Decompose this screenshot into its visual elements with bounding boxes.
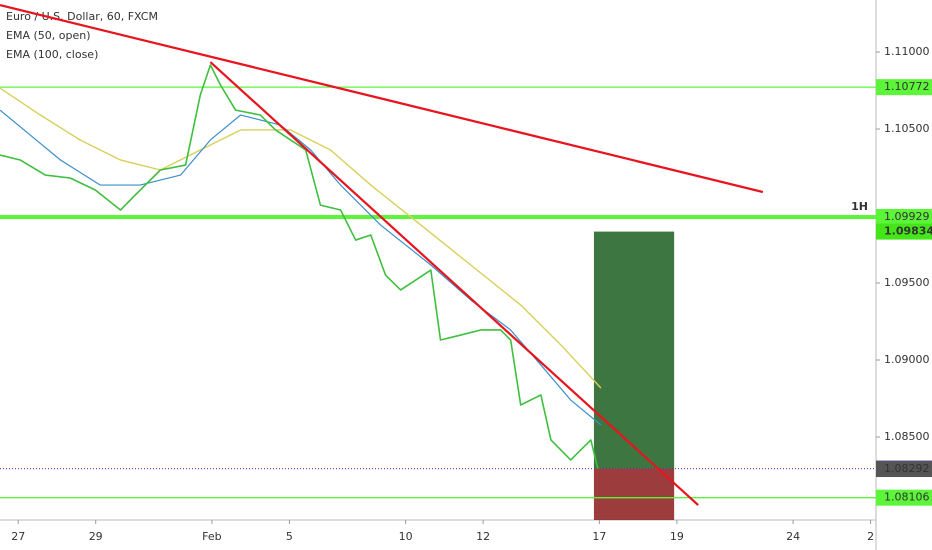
level-label: 1.08292 — [884, 462, 930, 475]
series-line — [0, 109, 602, 426]
y-tick-label: 1.08500 — [884, 430, 930, 443]
y-tick-label: 1.09500 — [884, 276, 930, 289]
stop-zone — [593, 468, 675, 520]
level-label-box — [876, 208, 932, 225]
annotation: 1H — [851, 200, 868, 213]
x-tick-label: 27 — [11, 530, 25, 543]
indicator-label: EMA (50, open) — [6, 29, 91, 42]
level-label: 1.09929 — [884, 210, 930, 223]
x-tick-label: 24 — [786, 530, 800, 543]
level-label-box — [876, 489, 932, 506]
target-zone — [593, 231, 675, 469]
x-tick-label: 29 — [89, 530, 103, 543]
x-tick-label: 17 — [592, 530, 606, 543]
series-line — [0, 87, 602, 389]
trend-line — [209, 61, 699, 506]
level-label: 1.08106 — [884, 491, 930, 504]
level-label: 1.10772 — [884, 80, 930, 93]
x-tick-label: 2 — [867, 530, 874, 543]
y-tick-label: 1.09000 — [884, 353, 930, 366]
series-line — [0, 64, 599, 469]
y-tick-label: 1.11000 — [884, 45, 930, 58]
level-label-box — [876, 79, 932, 96]
x-tick-label: Feb — [202, 530, 221, 543]
level-label-box — [876, 461, 932, 478]
x-tick-label: 12 — [476, 530, 490, 543]
trend-line — [0, 4, 764, 194]
level-label: 1.09834 — [884, 225, 932, 238]
x-tick-label: 5 — [286, 530, 293, 543]
chart-title: Euro / U.S. Dollar, 60, FXCM — [6, 10, 158, 23]
y-tick-label: 1.10500 — [884, 122, 930, 135]
level-label-box — [876, 223, 932, 240]
x-tick-label: 19 — [670, 530, 684, 543]
x-tick-label: 10 — [399, 530, 413, 543]
indicator-label: EMA (100, close) — [6, 48, 98, 61]
